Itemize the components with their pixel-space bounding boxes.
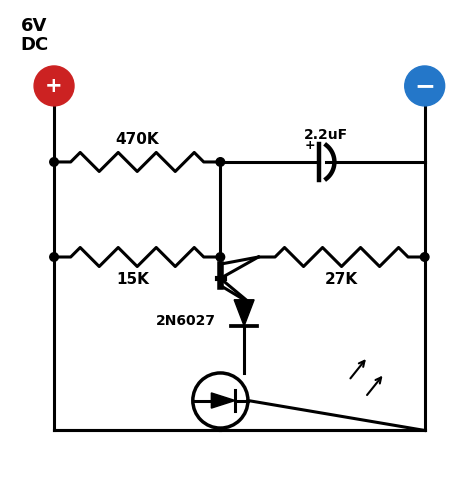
Text: −: − bbox=[414, 74, 435, 98]
Text: 2.2uF: 2.2uF bbox=[304, 128, 348, 142]
Text: 6V
DC: 6V DC bbox=[21, 17, 49, 54]
Circle shape bbox=[216, 253, 225, 261]
Text: 15K: 15K bbox=[116, 272, 149, 287]
Circle shape bbox=[50, 158, 58, 166]
Polygon shape bbox=[211, 393, 235, 408]
Polygon shape bbox=[234, 300, 254, 326]
Text: 470K: 470K bbox=[115, 132, 159, 147]
Text: +: + bbox=[305, 140, 316, 152]
Text: +: + bbox=[45, 76, 63, 96]
Circle shape bbox=[34, 66, 74, 106]
Circle shape bbox=[50, 253, 58, 261]
Text: 2N6027: 2N6027 bbox=[156, 314, 216, 328]
Circle shape bbox=[420, 253, 429, 261]
Circle shape bbox=[405, 66, 445, 106]
Circle shape bbox=[216, 158, 225, 166]
Text: 27K: 27K bbox=[325, 272, 358, 287]
